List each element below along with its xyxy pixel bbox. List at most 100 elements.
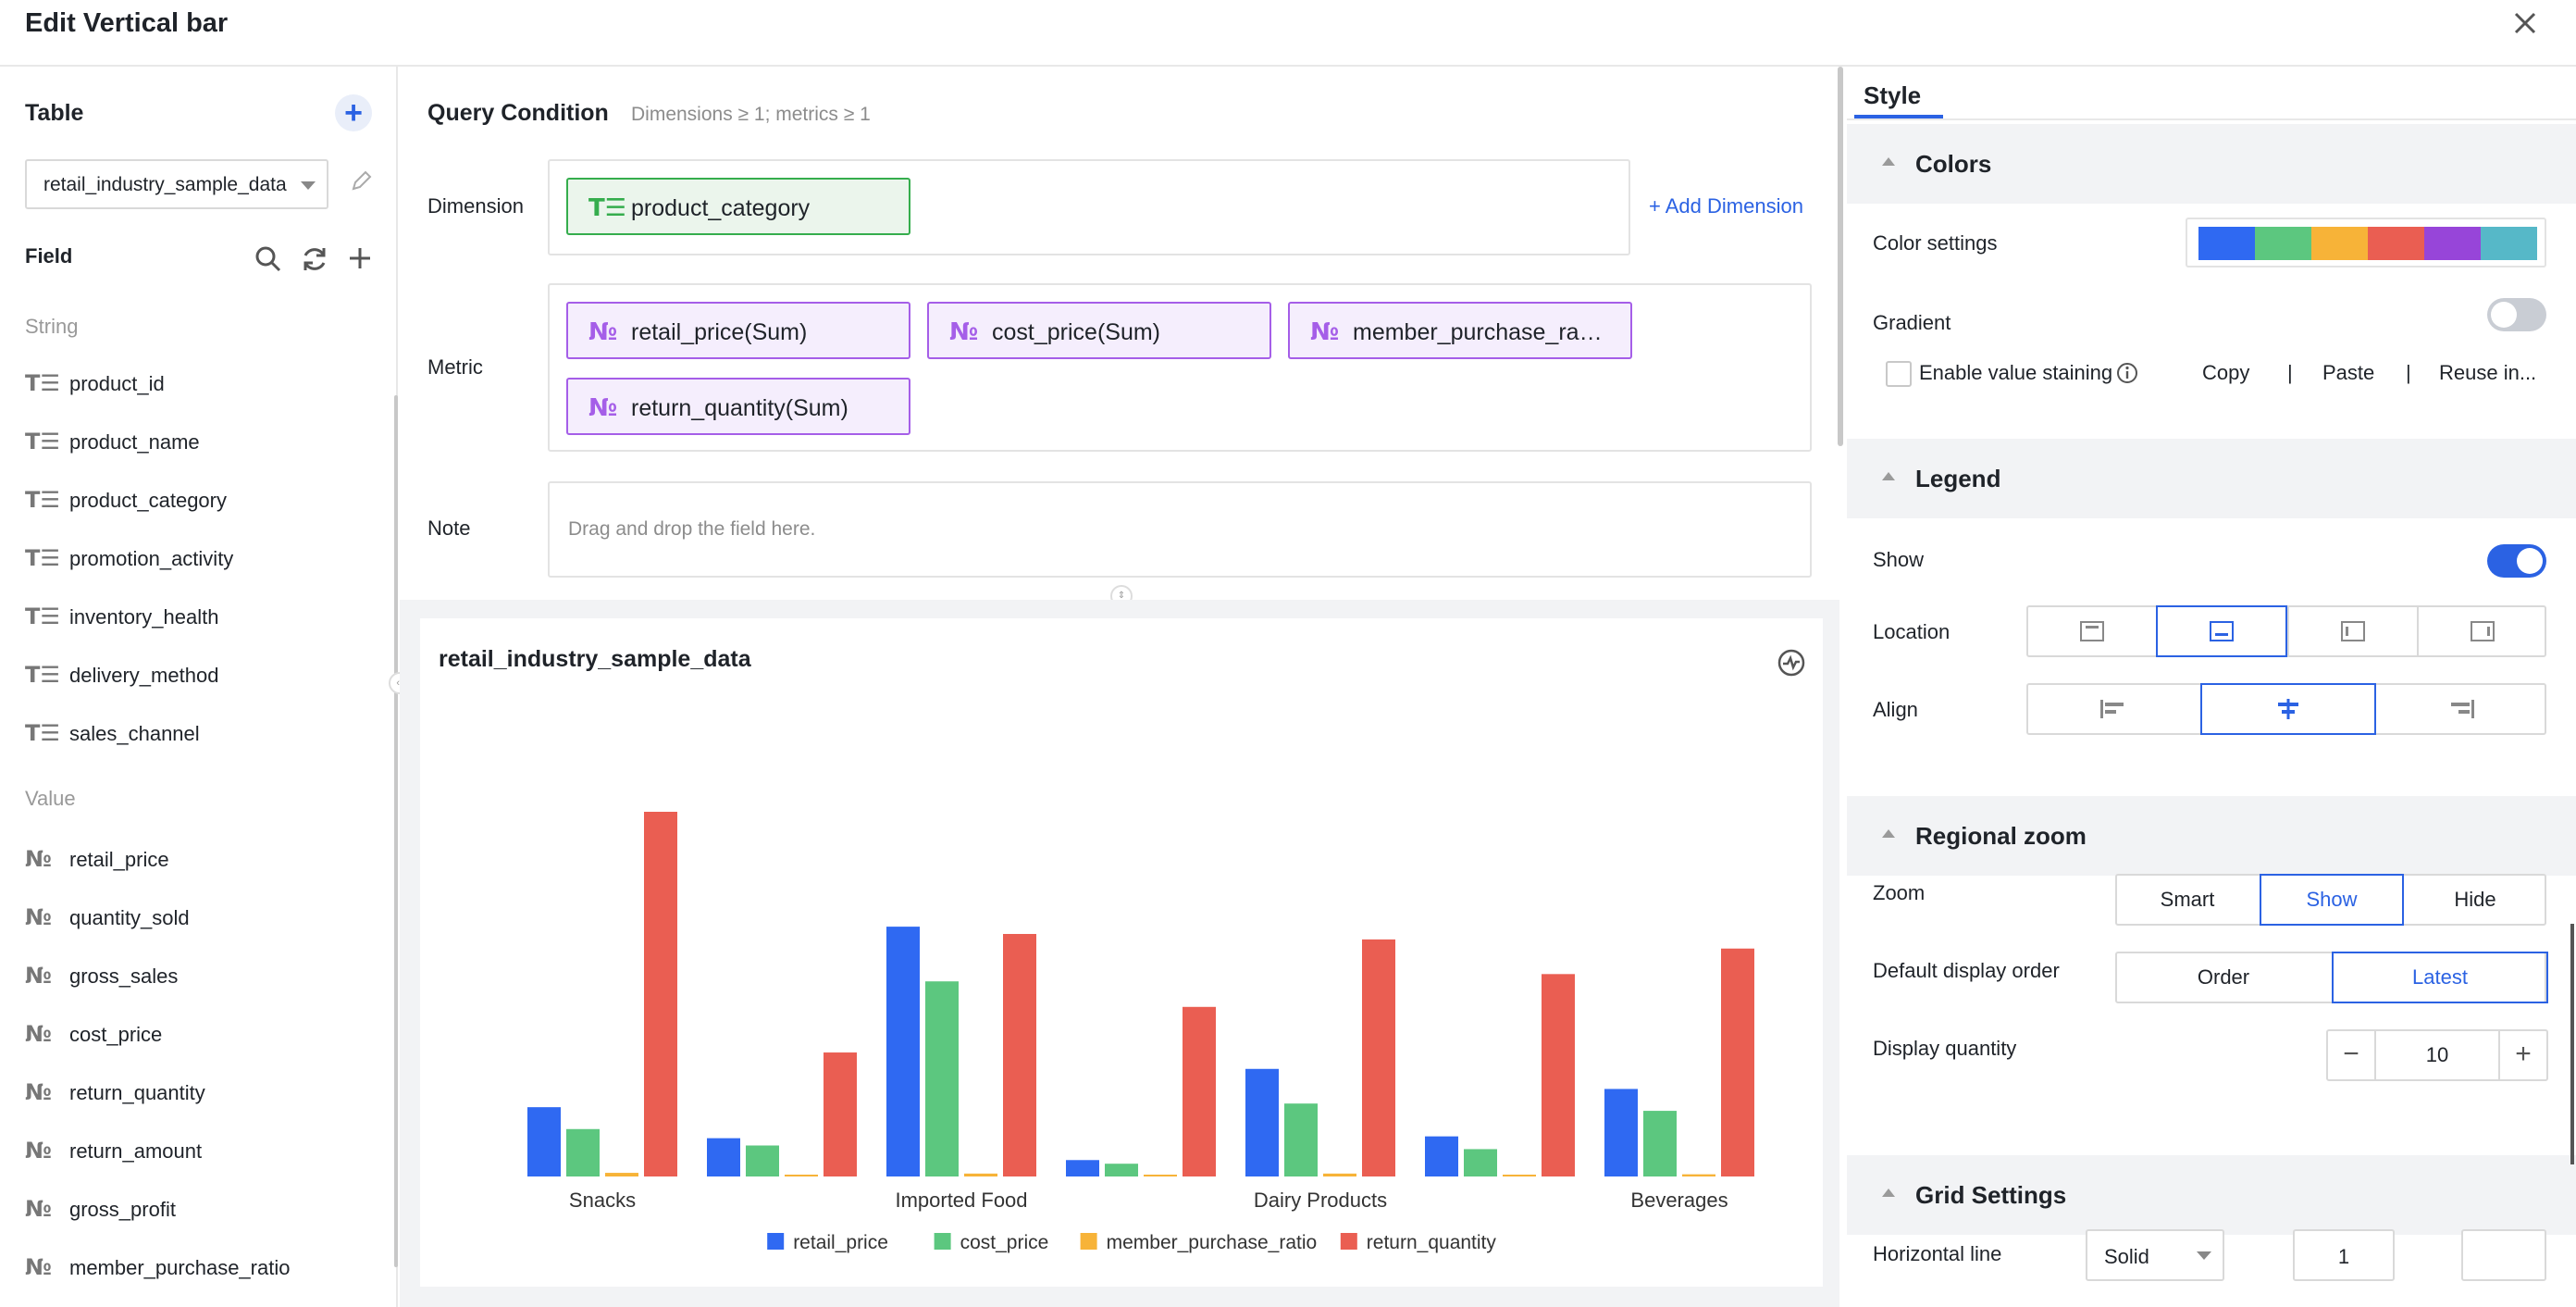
line-color-picker[interactable] — [2461, 1229, 2546, 1281]
bar-member_purchase_ratio[interactable] — [1144, 1175, 1177, 1176]
add-field-icon[interactable] — [346, 244, 374, 272]
legend-section-header[interactable]: Legend — [1847, 439, 2576, 518]
style-panel-scrollbar[interactable] — [2570, 924, 2574, 1164]
tab-style[interactable]: Style — [1864, 81, 1922, 109]
bar-cost_price[interactable] — [1464, 1149, 1497, 1176]
zoom-show-button[interactable]: Show — [2260, 874, 2404, 926]
regional-zoom-section-header[interactable]: Regional zoom — [1847, 796, 2576, 876]
field-item-string[interactable]: T☰ product_category — [25, 483, 377, 520]
bar-cost_price[interactable] — [925, 981, 959, 1176]
legend-swatch[interactable] — [1080, 1233, 1097, 1250]
bar-return_quantity[interactable] — [644, 812, 677, 1176]
add-dimension-button[interactable]: + Add Dimension — [1649, 194, 1803, 218]
bar-retail_price[interactable] — [886, 927, 920, 1176]
bar-retail_price[interactable] — [1066, 1160, 1099, 1176]
legend-label[interactable]: member_purchase_ratio — [1107, 1232, 1318, 1253]
bar-member_purchase_ratio[interactable] — [1503, 1175, 1536, 1176]
color-swatch[interactable] — [2198, 227, 2255, 260]
bar-cost_price[interactable] — [746, 1145, 779, 1176]
bar-return_quantity[interactable] — [1003, 933, 1036, 1176]
field-item-string[interactable]: T☰ inventory_health — [25, 600, 377, 637]
legend-swatch[interactable] — [934, 1233, 951, 1250]
color-swatch[interactable] — [2424, 227, 2481, 260]
close-icon[interactable] — [2509, 7, 2541, 39]
bar-retail_price[interactable] — [1604, 1089, 1638, 1176]
reuse-button[interactable]: Reuse in... — [2439, 361, 2537, 384]
zoom-smart-button[interactable]: Smart — [2160, 888, 2215, 911]
dimension-drop-zone[interactable]: T☰ product_category — [548, 159, 1630, 255]
latest-button[interactable]: Latest — [2332, 952, 2548, 1003]
line-width-input[interactable]: 1 — [2293, 1229, 2395, 1281]
bar-member_purchase_ratio[interactable] — [785, 1175, 818, 1176]
value-staining-checkbox[interactable] — [1886, 361, 1912, 387]
bar-retail_price[interactable] — [527, 1107, 561, 1176]
info-icon[interactable] — [2115, 361, 2139, 385]
location-top-button[interactable] — [2026, 605, 2158, 657]
metric-chip[interactable]: № cost_price(Sum) — [927, 302, 1271, 359]
search-icon[interactable] — [254, 244, 283, 274]
bar-return_quantity[interactable] — [1542, 974, 1575, 1176]
bar-retail_price[interactable] — [1425, 1136, 1458, 1176]
bar-return_quantity[interactable] — [1183, 1006, 1216, 1176]
edit-icon[interactable] — [350, 168, 374, 193]
colors-section-header[interactable]: Colors — [1847, 124, 2576, 204]
bar-return_quantity[interactable] — [824, 1052, 857, 1176]
order-button[interactable]: Order — [2197, 965, 2250, 989]
field-item-value[interactable]: № retail_price — [25, 842, 377, 879]
query-scrollbar[interactable] — [1838, 67, 1843, 446]
bar-member_purchase_ratio[interactable] — [1682, 1174, 1715, 1176]
field-item-value[interactable]: № gross_sales — [25, 959, 377, 996]
display-quantity-input[interactable]: 10 — [2425, 1043, 2449, 1066]
dimension-chip[interactable]: T☰ product_category — [566, 178, 910, 235]
bar-retail_price[interactable] — [1245, 1068, 1279, 1176]
bar-retail_price[interactable] — [707, 1138, 740, 1176]
grid-settings-section-header[interactable]: Grid Settings — [1847, 1155, 2576, 1235]
legend-swatch[interactable] — [767, 1233, 785, 1250]
bar-cost_price[interactable] — [1643, 1111, 1677, 1176]
field-item-value[interactable]: № quantity_sold — [25, 901, 377, 938]
location-right-button[interactable] — [2417, 605, 2548, 657]
add-table-button[interactable]: + — [335, 94, 372, 131]
increment-button[interactable]: + — [2498, 1031, 2546, 1079]
field-item-value[interactable]: № gross_profit — [25, 1192, 377, 1229]
table-select[interactable]: retail_industry_sample_data — [25, 159, 328, 209]
field-item-string[interactable]: T☰ product_name — [25, 425, 377, 462]
bar-member_purchase_ratio[interactable] — [605, 1173, 638, 1176]
field-item-string[interactable]: T☰ product_id — [25, 367, 377, 404]
copy-button[interactable]: Copy — [2202, 361, 2250, 384]
field-item-value[interactable]: № return_quantity — [25, 1076, 377, 1113]
decrement-button[interactable]: − — [2328, 1031, 2376, 1079]
align-right-button[interactable] — [2374, 683, 2548, 735]
field-item-value[interactable]: № return_amount — [25, 1134, 377, 1171]
refresh-icon[interactable] — [300, 244, 329, 274]
note-drop-zone[interactable]: Drag and drop the field here. — [548, 481, 1812, 578]
metric-chip[interactable]: № return_quantity(Sum) — [566, 378, 910, 435]
legend-label[interactable]: return_quantity — [1367, 1232, 1497, 1253]
color-swatch[interactable] — [2368, 227, 2424, 260]
paste-button[interactable]: Paste — [2322, 361, 2375, 384]
bar-cost_price[interactable] — [566, 1128, 600, 1176]
color-swatch[interactable] — [2311, 227, 2368, 260]
legend-label[interactable]: retail_price — [793, 1232, 888, 1253]
bar-member_purchase_ratio[interactable] — [1323, 1173, 1356, 1176]
field-item-value[interactable]: № member_purchase_ratio — [25, 1251, 377, 1288]
chart-status-icon[interactable] — [1777, 648, 1806, 678]
field-item-value[interactable]: № cost_price — [25, 1017, 377, 1054]
metric-chip[interactable]: № member_purchase_ra… — [1288, 302, 1632, 359]
metric-drop-zone[interactable]: № retail_price(Sum) № cost_price(Sum) № … — [548, 283, 1812, 452]
legend-swatch[interactable] — [1340, 1233, 1357, 1250]
gradient-toggle[interactable] — [2487, 298, 2546, 331]
color-swatch[interactable] — [2481, 227, 2537, 260]
field-item-string[interactable]: T☰ promotion_activity — [25, 541, 377, 579]
bar-cost_price[interactable] — [1284, 1103, 1318, 1176]
color-palette-picker[interactable] — [2186, 218, 2546, 268]
bar-member_purchase_ratio[interactable] — [964, 1173, 997, 1176]
location-bottom-button[interactable] — [2156, 605, 2287, 657]
location-left-button[interactable] — [2287, 605, 2419, 657]
metric-chip[interactable]: № retail_price(Sum) — [566, 302, 910, 359]
zoom-hide-button[interactable]: Hide — [2454, 888, 2496, 911]
legend-show-toggle[interactable] — [2487, 544, 2546, 578]
color-swatch[interactable] — [2255, 227, 2311, 260]
bar-return_quantity[interactable] — [1362, 939, 1395, 1176]
field-item-string[interactable]: T☰ delivery_method — [25, 658, 377, 695]
